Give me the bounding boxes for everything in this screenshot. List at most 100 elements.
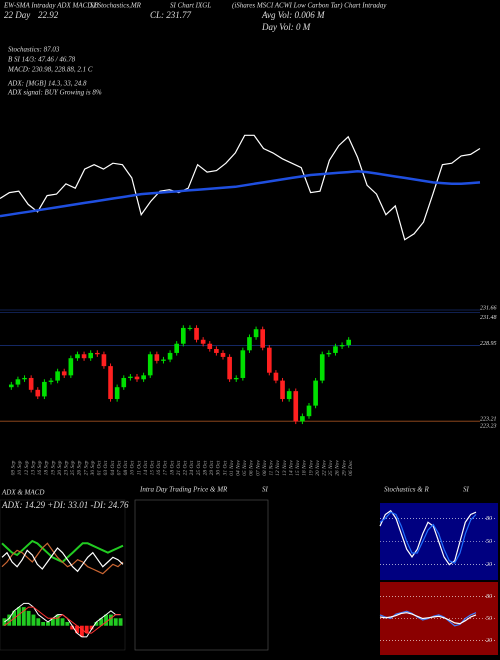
x-tick-label: 09 Sep: [11, 460, 17, 475]
x-tick-label: 23 Sep: [63, 460, 69, 475]
series-line: [0, 170, 481, 218]
candle-body: [55, 371, 60, 381]
candle-body: [240, 350, 246, 378]
x-tick-label: 19 Nov: [308, 460, 314, 476]
x-tick-label: 15 Nov: [295, 460, 301, 476]
x-tick-label: 17 Oct: [163, 460, 169, 475]
candle-body: [8, 384, 14, 388]
candle-body: [313, 380, 318, 406]
candle-body: [61, 371, 67, 376]
x-tick-label: 18 Nov: [302, 460, 308, 476]
stat-text: B SI 14/3: 47.46 / 46.78: [8, 56, 76, 64]
candle-body: [306, 405, 312, 417]
histogram-bar: [41, 622, 46, 626]
candle-body: [94, 352, 100, 355]
histogram-bar: [79, 625, 84, 637]
x-tick-label: 26 Sep: [77, 460, 83, 475]
x-tick-label: 01 Nov: [229, 460, 235, 476]
x-tick-label: 29 Nov: [341, 460, 347, 476]
x-tick-label: 26 Nov: [335, 460, 341, 476]
x-tick-label: 25 Oct: [196, 460, 202, 475]
histogram-bar: [50, 618, 55, 626]
series-line: [0, 134, 481, 241]
intraday-frame: [134, 499, 269, 651]
histogram-bar: [7, 614, 12, 626]
x-tick-label: 04 Nov: [234, 460, 241, 476]
x-tick-label: 12 Nov: [275, 460, 281, 476]
header-text: Avg Vol: 0.006 M: [261, 10, 325, 20]
candle-body: [187, 327, 193, 329]
x-tick-label: 06 Nov: [249, 460, 255, 476]
header-text: 22 Day: [4, 10, 30, 20]
x-tick-label: 25 Nov: [328, 460, 334, 476]
x-tick-label: 21 Oct: [176, 460, 182, 475]
x-tick-label: 27 Sep: [83, 460, 89, 475]
stat-text: Stochastics: 87.03: [8, 46, 60, 54]
candle-body: [233, 377, 239, 380]
y-tick-label: 231.48: [480, 314, 497, 321]
candle-body: [180, 327, 186, 344]
histogram-bar: [94, 622, 99, 626]
panel-title: Intra Day Trading Price & MR: [139, 486, 228, 494]
candle-body: [326, 352, 332, 355]
histogram-bar: [75, 625, 79, 634]
x-tick-label: 19 Sep: [50, 460, 56, 475]
histogram-bar: [55, 614, 60, 626]
y-tick-label: 20: [486, 638, 492, 644]
x-tick-label: 06 Dec: [348, 460, 354, 476]
histogram-bar: [70, 625, 75, 630]
x-tick-label: 14 Nov: [287, 460, 294, 476]
histogram-bar: [113, 618, 118, 626]
x-tick-label: 24 Oct: [188, 460, 195, 475]
candle-body: [286, 391, 292, 400]
x-tick-label: 07 Oct: [116, 460, 122, 475]
histogram-bar: [65, 622, 70, 626]
candle-body: [194, 327, 199, 340]
histogram-bar: [36, 618, 41, 626]
panel-subtitle: SI: [262, 486, 269, 494]
x-tick-label: 13 Sep: [30, 460, 36, 475]
x-tick-label: 18 Oct: [169, 460, 175, 475]
x-tick-label: 29 Oct: [209, 460, 215, 475]
header-text: 22.92: [38, 10, 59, 20]
y-tick-label: 80: [486, 594, 492, 600]
x-tick-label: 11 Oct: [136, 460, 142, 475]
candle-body: [207, 343, 213, 349]
candle-body: [333, 346, 338, 353]
y-tick-label: 20: [486, 562, 492, 568]
candle-body: [15, 379, 21, 385]
candle-body: [161, 359, 166, 361]
series-line: [379, 511, 477, 564]
histogram-bar: [26, 610, 31, 626]
x-tick-label: 16 Oct: [156, 460, 162, 475]
series-line: [4, 606, 121, 634]
candle-body: [28, 377, 34, 390]
candle-body: [147, 354, 153, 376]
x-tick-label: 14 Oct: [142, 460, 149, 475]
candle-body: [128, 376, 133, 378]
candle-body: [220, 352, 226, 357]
x-tick-label: 08 Nov: [262, 460, 268, 476]
series-line: [1, 547, 124, 573]
candle-body: [81, 354, 87, 359]
candle-body: [35, 389, 41, 397]
candle-body: [293, 391, 299, 422]
x-tick-label: 05 Nov: [242, 460, 248, 476]
header-text: SI Chart IXGL: [170, 2, 211, 10]
panel-subtitle: SI: [463, 486, 470, 494]
stat-text: ADX signal: BUY Growing is 8%: [7, 89, 102, 97]
candle-body: [247, 337, 252, 351]
x-tick-label: 25 Sep: [70, 460, 76, 475]
candle-body: [300, 416, 305, 422]
candle-body: [108, 366, 113, 400]
candle-body: [141, 375, 146, 380]
series-line: [379, 509, 477, 566]
histogram-bar: [17, 607, 21, 626]
histogram-bar: [84, 625, 89, 634]
histogram-bar: [104, 614, 108, 626]
x-tick-label: 11 Nov: [269, 460, 275, 476]
x-tick-label: 30 Sep: [90, 460, 96, 476]
candle-body: [266, 347, 272, 373]
candle-body: [280, 380, 285, 400]
